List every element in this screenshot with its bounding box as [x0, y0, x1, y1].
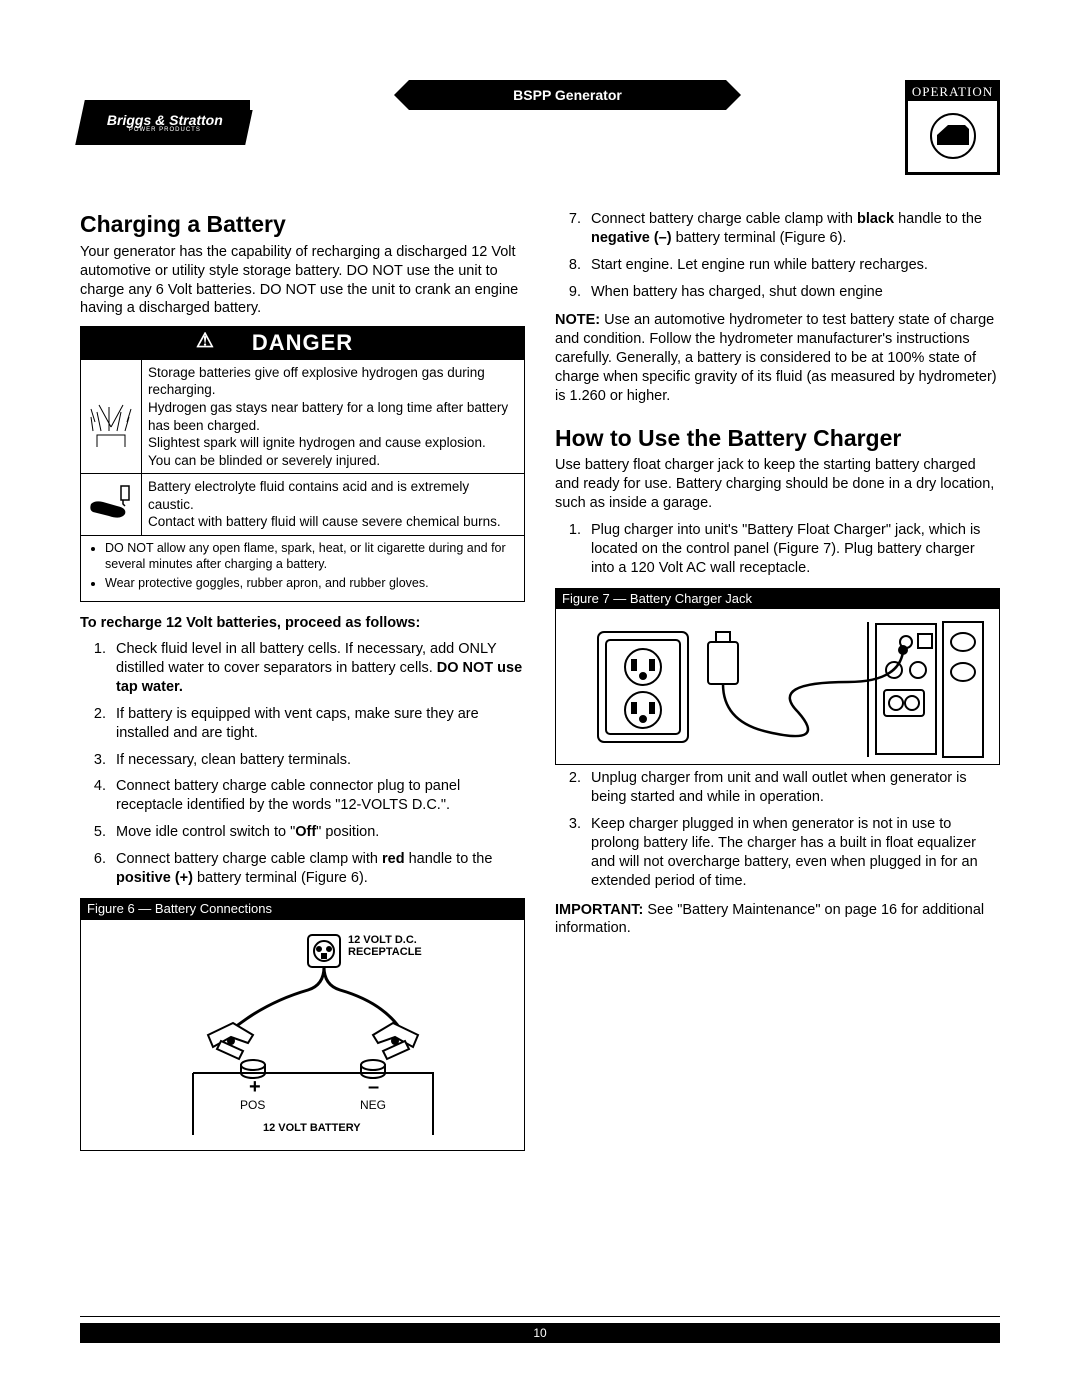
explosion-icon: [81, 360, 142, 473]
figure-7: Figure 7 — Battery Charger Jack: [555, 588, 1000, 766]
fig6-minus: –: [368, 1076, 379, 1098]
danger-row-caustic: Battery electrolyte fluid contains acid …: [81, 474, 524, 536]
charger-steps-cont: Unplug charger from unit and wall outlet…: [555, 769, 1000, 890]
page-number: 10: [80, 1323, 1000, 1343]
danger1-c: Slightest spark will ignite hydrogen and…: [148, 434, 518, 452]
recharge-steps-cont: Connect battery charge cable clamp with …: [555, 210, 1000, 301]
danger1-d: You can be blinded or severely injured.: [148, 452, 518, 470]
charger-step-1: Plug charger into unit's "Battery Float …: [585, 521, 1000, 578]
header-bar: BSPP Generator: [250, 80, 885, 110]
fig6-pos: POS: [240, 1098, 265, 1112]
page-header: Briggs & Stratton POWER PRODUCTS BSPP Ge…: [80, 80, 1000, 180]
step-3: If necessary, clean battery terminals.: [110, 751, 525, 770]
operation-badge-icon: [908, 101, 997, 171]
fig6-plus: +: [249, 1076, 261, 1098]
danger1-a: Storage batteries give off explosive hyd…: [148, 364, 518, 399]
fig6-battery: 12 VOLT BATTERY: [263, 1122, 361, 1134]
figure-6-caption: Figure 6 — Battery Connections: [81, 899, 524, 920]
figure-6: Figure 6 — Battery Connections: [80, 898, 525, 1151]
figure-7-body: [556, 609, 999, 764]
danger-text-caustic: Battery electrolyte fluid contains acid …: [142, 474, 524, 535]
brand-logo: Briggs & Stratton POWER PRODUCTS: [75, 100, 255, 145]
figure-7-caption: Figure 7 — Battery Charger Jack: [556, 589, 999, 610]
danger-bullet-1: DO NOT allow any open flame, spark, heat…: [105, 540, 518, 573]
important-label: IMPORTANT:: [555, 902, 643, 918]
step-2: If battery is equipped with vent caps, m…: [110, 705, 525, 743]
step-5: Move idle control switch to "Off" positi…: [110, 823, 525, 842]
page: Briggs & Stratton POWER PRODUCTS BSPP Ge…: [0, 0, 1080, 1397]
note-label: NOTE:: [555, 312, 600, 328]
important-paragraph: IMPORTANT: See "Battery Maintenance" on …: [555, 901, 1000, 939]
operation-badge: OPERATION: [905, 80, 1000, 175]
fig6-label2: RECEPTACLE: [348, 946, 422, 958]
danger-box: DANGER Storage batteries give off explo: [80, 326, 525, 601]
figure-6-body: 12 VOLT D.C. RECEPTACLE + – POS NEG 12 V…: [81, 920, 524, 1150]
left-column: Charging a Battery Your generator has th…: [80, 210, 525, 1151]
danger-title: DANGER: [81, 327, 524, 360]
danger-bullet-2: Wear protective goggles, rubber apron, a…: [105, 575, 518, 591]
step-1: Check fluid level in all battery cells. …: [110, 640, 525, 697]
step-9: When battery has charged, shut down engi…: [585, 283, 1000, 302]
charger-steps: Plug charger into unit's "Battery Float …: [555, 521, 1000, 578]
right-column: Connect battery charge cable clamp with …: [555, 210, 1000, 1151]
logo-brand-text: Briggs & Stratton: [107, 113, 223, 127]
recharge-intro: To recharge 12 Volt batteries, proceed a…: [80, 614, 525, 633]
fig6-label1: 12 VOLT D.C.: [348, 934, 417, 946]
step-4: Connect battery charge cable connector p…: [110, 777, 525, 815]
recharge-steps: Check fluid level in all battery cells. …: [80, 640, 525, 887]
fig6-neg: NEG: [360, 1098, 386, 1112]
step-7: Connect battery charge cable clamp with …: [585, 210, 1000, 248]
caustic-icon: [81, 474, 142, 535]
header-center-title: BSPP Generator: [409, 80, 727, 110]
note-paragraph: NOTE: Use an automotive hydrometer to te…: [555, 311, 1000, 405]
heading-charging: Charging a Battery: [80, 210, 525, 240]
step-6: Connect battery charge cable clamp with …: [110, 850, 525, 888]
content-columns: Charging a Battery Your generator has th…: [80, 210, 1000, 1151]
charging-intro: Your generator has the capability of rec…: [80, 243, 525, 318]
page-footer: 10: [80, 1316, 1000, 1352]
danger1-b: Hydrogen gas stays near battery for a lo…: [148, 399, 518, 434]
charger-intro: Use battery float charger jack to keep t…: [555, 456, 1000, 513]
charger-step-2: Unplug charger from unit and wall outlet…: [585, 769, 1000, 807]
danger-bullets: DO NOT allow any open flame, spark, heat…: [81, 536, 524, 601]
step-8: Start engine. Let engine run while batte…: [585, 256, 1000, 275]
heading-charger: How to Use the Battery Charger: [555, 424, 1000, 454]
charger-step-3: Keep charger plugged in when generator i…: [585, 815, 1000, 890]
danger-text-explosion: Storage batteries give off explosive hyd…: [142, 360, 524, 473]
operation-badge-title: OPERATION: [908, 83, 997, 101]
note-text: Use an automotive hydrometer to test bat…: [555, 312, 997, 403]
danger-row-explosion: Storage batteries give off explosive hyd…: [81, 360, 524, 474]
danger2-b: Contact with battery fluid will cause se…: [148, 513, 518, 531]
danger2-a: Battery electrolyte fluid contains acid …: [148, 478, 518, 513]
